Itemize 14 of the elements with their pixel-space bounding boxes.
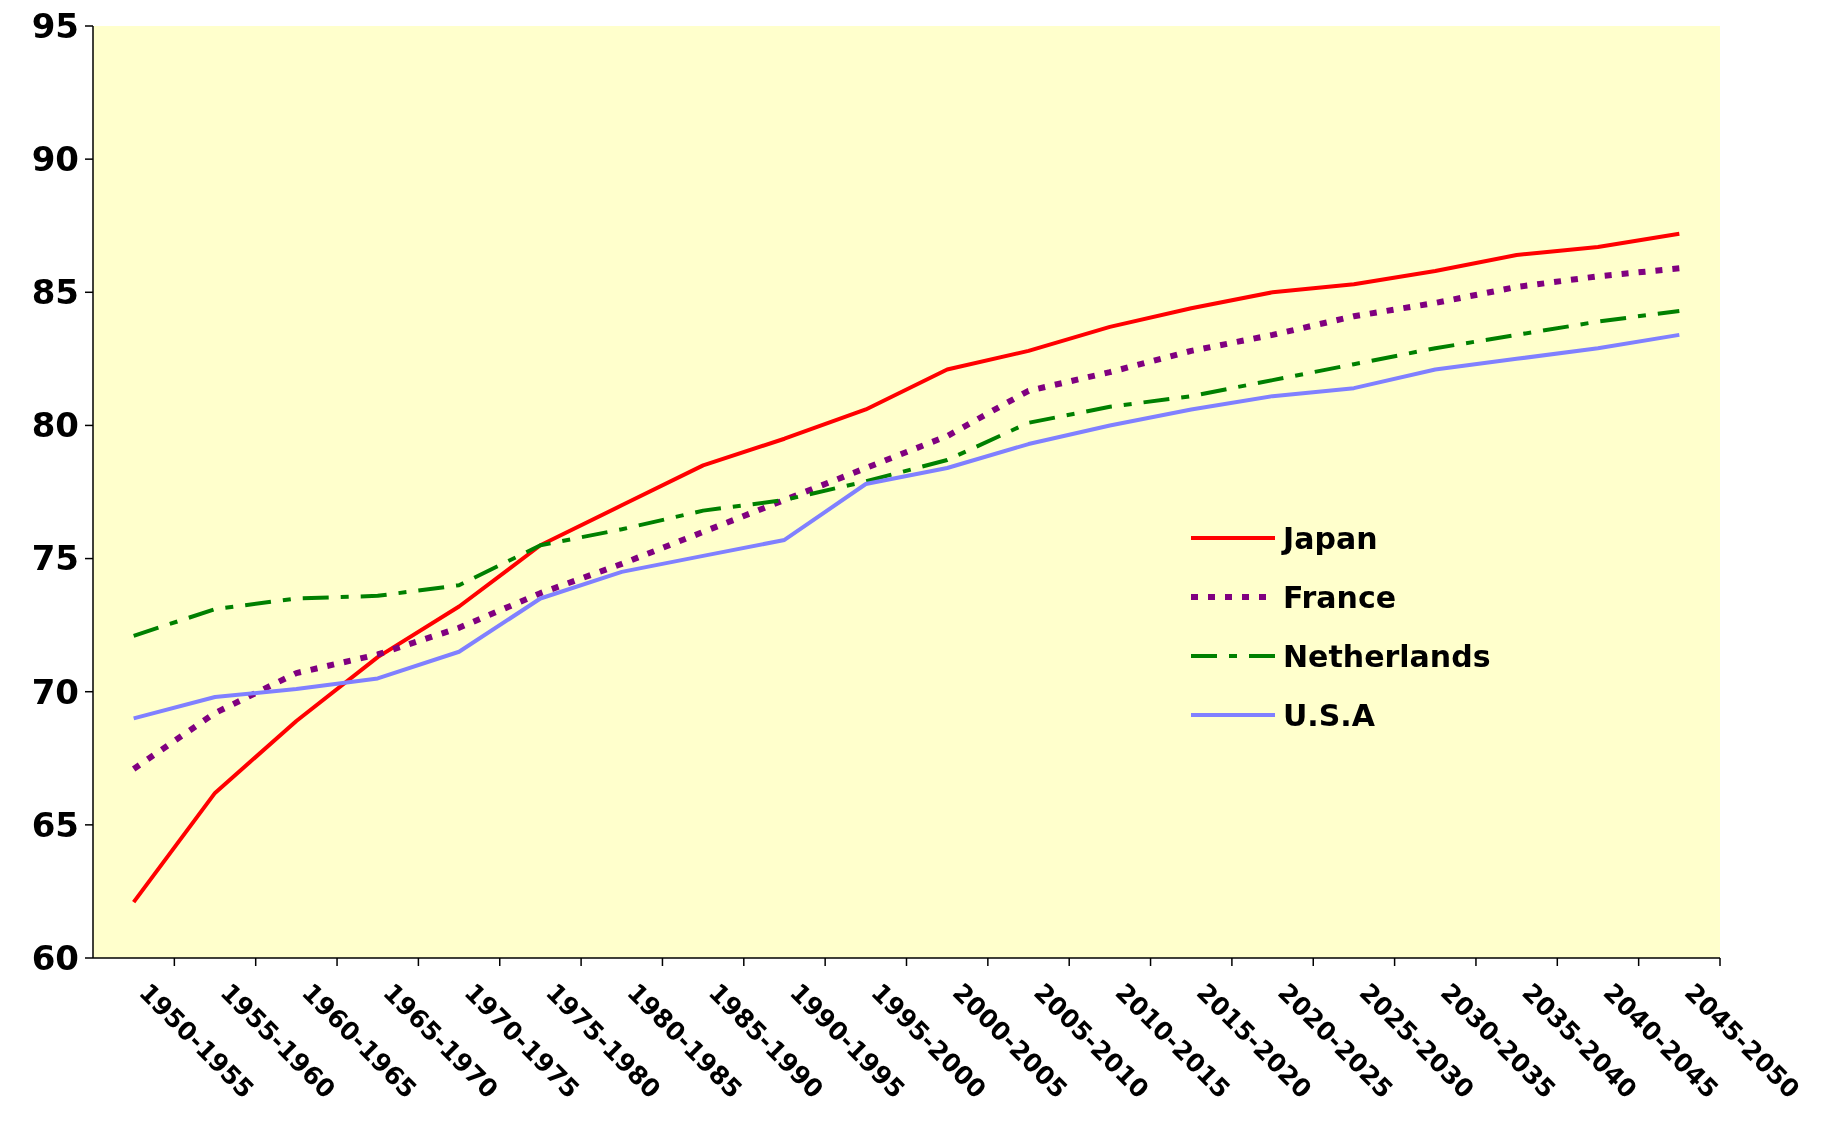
line-series: [131, 308, 1682, 638]
y-tick-label: 75: [31, 538, 79, 579]
legend-label: Japan: [1281, 520, 1378, 556]
y-tick-label: 90: [31, 139, 79, 180]
y-tick-label: 80: [31, 405, 79, 446]
legend-label: U.S.A: [1283, 697, 1376, 733]
legend-label: France: [1283, 579, 1397, 615]
y-tick-label: 65: [31, 804, 79, 845]
y-tick-label: 95: [31, 5, 79, 46]
y-tick-label: 85: [31, 272, 79, 313]
y-tick-label: 60: [31, 937, 79, 978]
line-series: [131, 231, 1682, 905]
legend-label: Netherlands: [1283, 638, 1491, 674]
y-tick-label: 70: [31, 671, 79, 712]
